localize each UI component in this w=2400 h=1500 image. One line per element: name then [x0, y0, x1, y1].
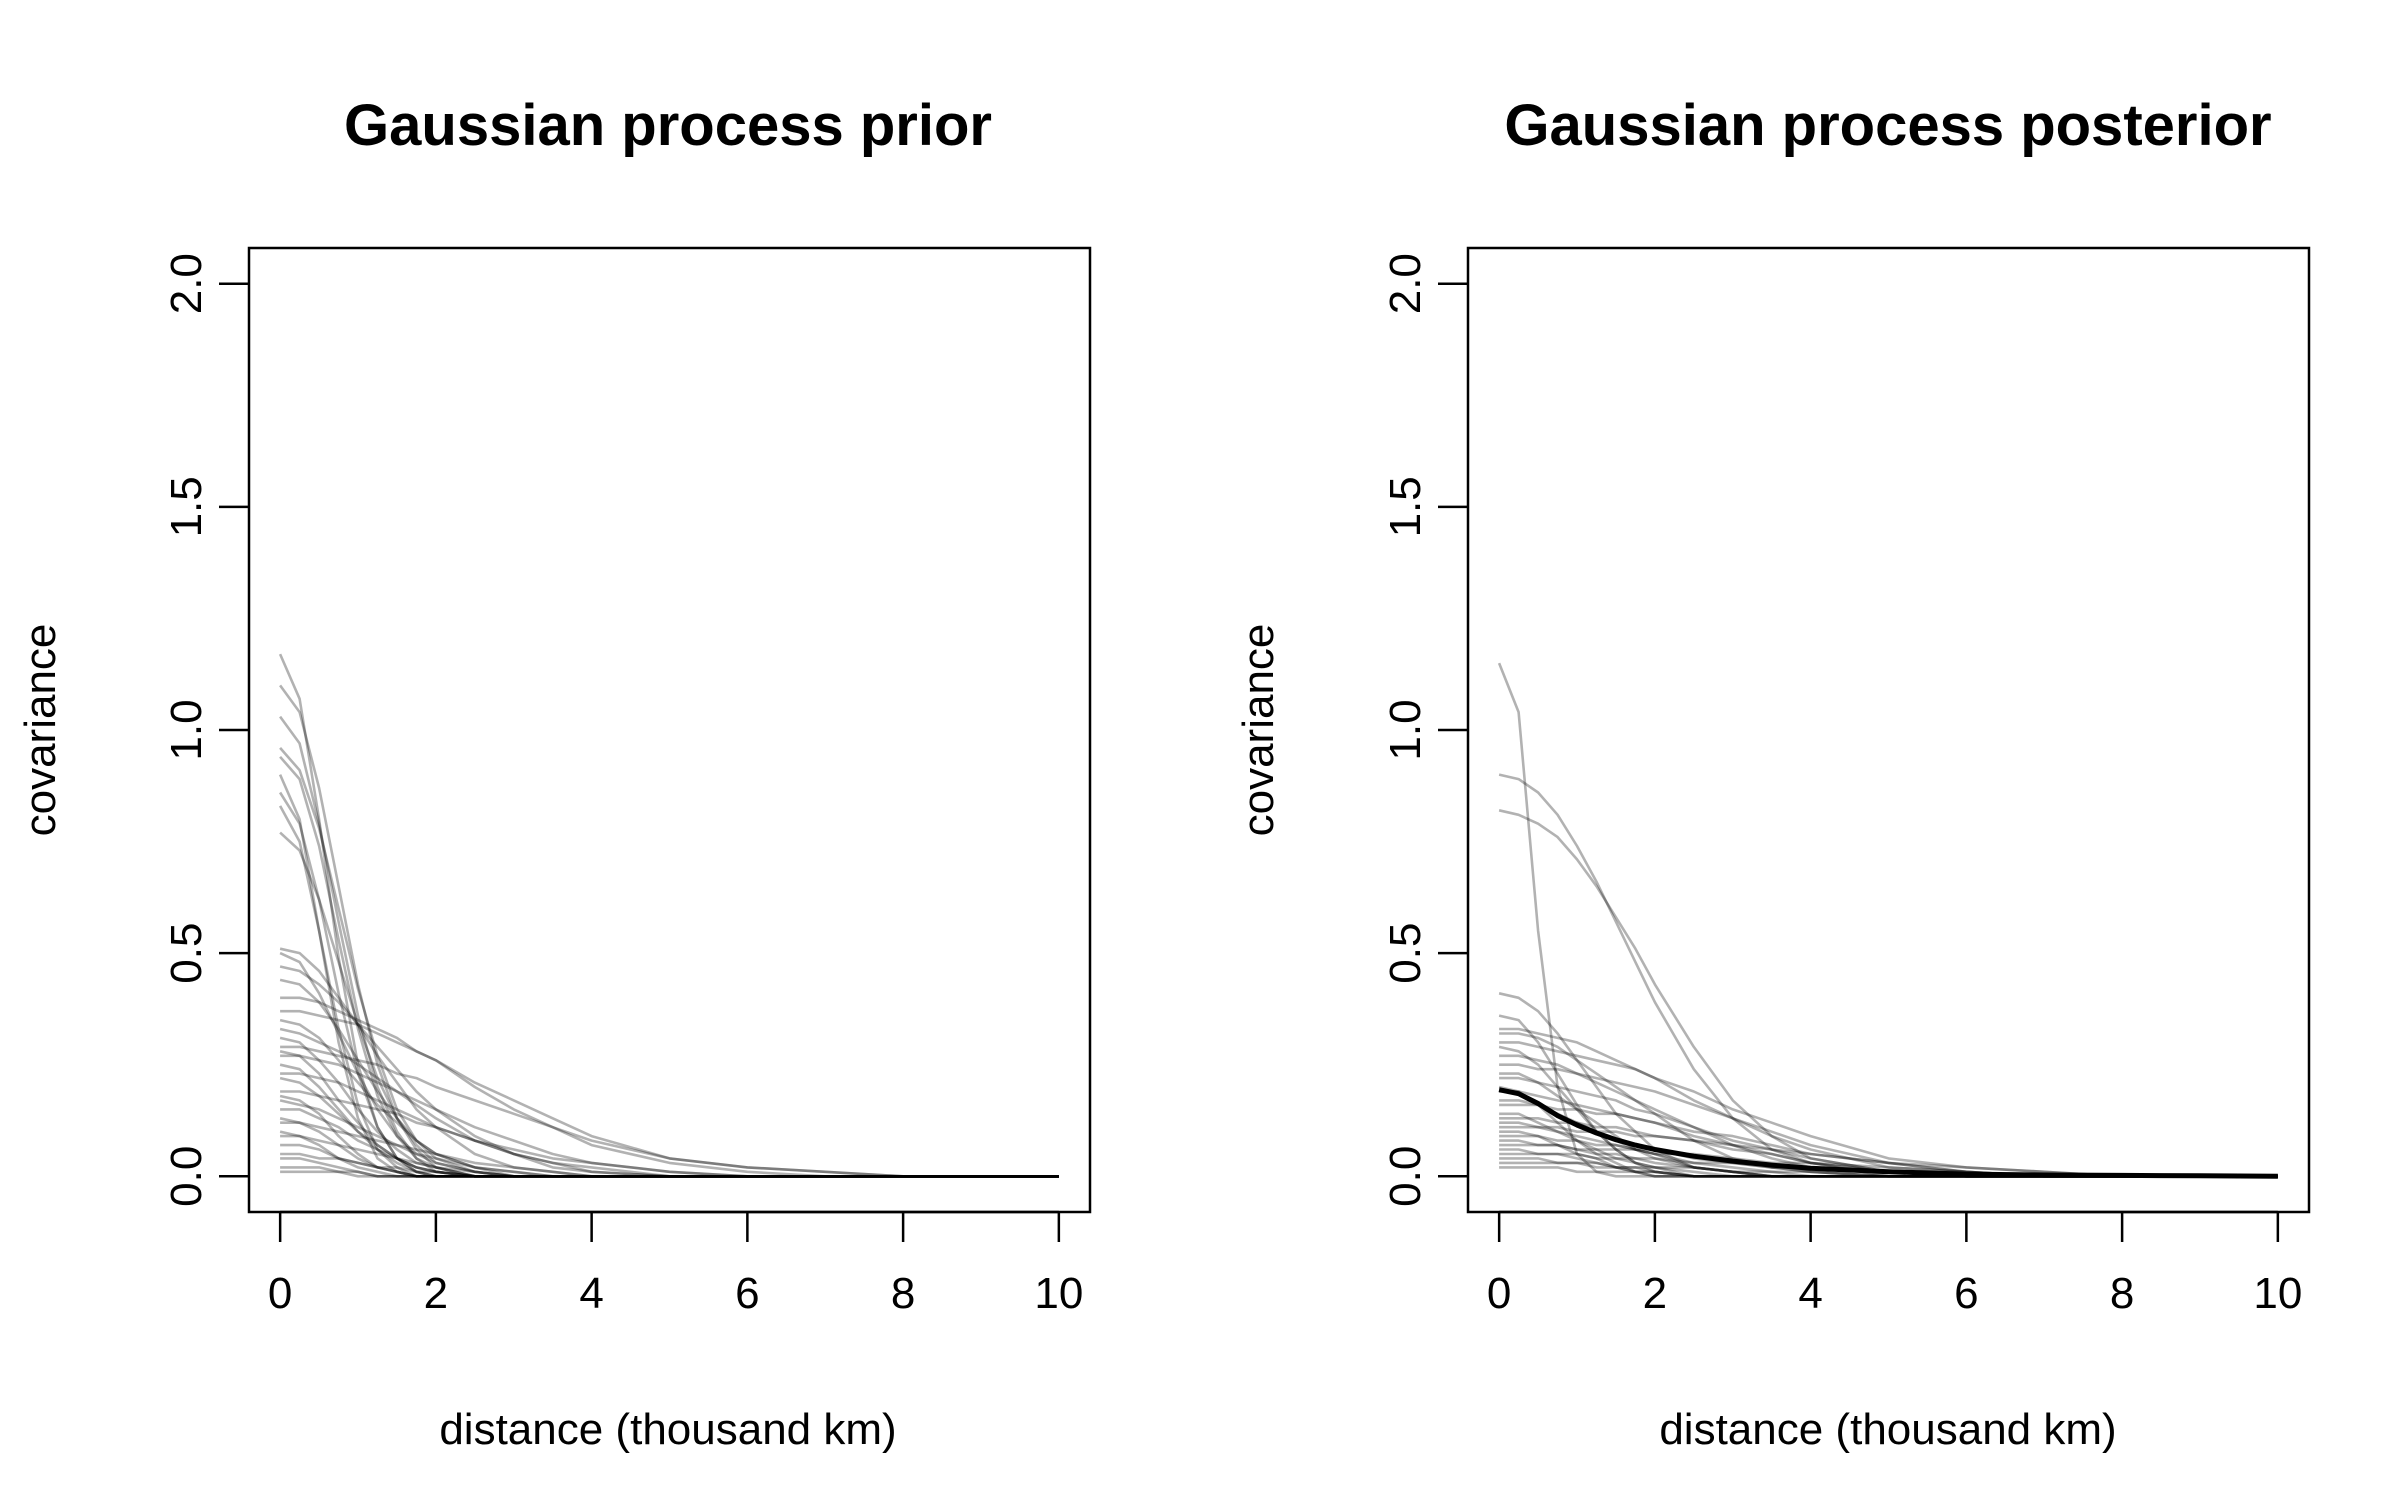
- prior-x-tick-label-8: 8: [891, 1269, 915, 1318]
- prior-x-tick-label-2: 2: [424, 1269, 448, 1318]
- prior-sample-line-7: [278, 791, 1059, 1178]
- prior-sample-line-28: [280, 1108, 1059, 1178]
- prior-sample-line-34: [280, 1152, 1059, 1178]
- prior-sample-line-16: [279, 1018, 1059, 1178]
- prior-sample-line-20: [279, 1050, 1059, 1178]
- prior-sample-line-15: [280, 1009, 1059, 1178]
- posterior-mean-line: [1498, 1087, 2278, 1179]
- posterior-x-axis-label: distance (thousand km): [1659, 1405, 2116, 1454]
- prior-sample-line-29: [279, 1117, 1059, 1178]
- prior-sample-line-31: [279, 1130, 1059, 1178]
- posterior-x-tick-label-4: 4: [1798, 1269, 1822, 1318]
- prior-x-tick-label-0: 0: [268, 1269, 292, 1318]
- posterior-curves: [1497, 662, 2278, 1179]
- prior-sample-line-11: [279, 951, 1059, 1178]
- posterior-x-tick-label-10: 10: [2253, 1269, 2302, 1318]
- posterior-y-axis: 0.0 0.5 1.0 1.5 2.0: [1381, 253, 1468, 1207]
- prior-sample-line-25: [280, 1090, 1059, 1178]
- prior-y-tick-label-2.0: 2.0: [162, 253, 211, 314]
- prior-sample-line-10: [279, 947, 1059, 1178]
- prior-y-tick-label-1.5: 1.5: [162, 476, 211, 537]
- prior-title: Gaussian process prior: [344, 93, 992, 158]
- posterior-sample-line-2: [1498, 773, 2278, 1178]
- prior-x-tick-label-4: 4: [579, 1269, 603, 1318]
- prior-sample-line-12: [279, 965, 1059, 1178]
- posterior-y-tick-label-0.5: 0.5: [1381, 923, 1430, 984]
- posterior-x-tick-label-8: 8: [2110, 1269, 2134, 1318]
- prior-sample-line-30: [280, 1121, 1059, 1178]
- prior-sample-line-2: [279, 684, 1059, 1178]
- prior-sample-line-4: [279, 747, 1059, 1178]
- prior-sample-line-26: [279, 1094, 1059, 1178]
- posterior-sample-line-8: [1499, 1041, 2278, 1178]
- prior-sample-line-5: [279, 755, 1059, 1178]
- prior-sample-line-9: [279, 831, 1059, 1178]
- prior-sample-line-19: [280, 1045, 1059, 1178]
- prior-y-tick-label-1.0: 1.0: [162, 699, 211, 760]
- posterior-sample-line-21: [1499, 1125, 2278, 1178]
- prior-panel: Gaussian process prior 0 2 4 6 8 10 0.0 0.5 1.0…: [16, 93, 1092, 1454]
- prior-sample-line-6: [278, 774, 1059, 1178]
- posterior-sample-line-5: [1498, 1014, 2278, 1178]
- prior-sample-line-3: [279, 715, 1059, 1178]
- prior-sample-line-37: [280, 1170, 1059, 1178]
- posterior-sample-line-3: [1498, 809, 2278, 1178]
- prior-plot-frame: [247, 246, 1092, 1214]
- prior-sample-line-35: [280, 1157, 1059, 1178]
- prior-y-axis: 0.0 0.5 1.0 1.5 2.0: [162, 253, 249, 1207]
- prior-x-tick-label-10: 10: [1034, 1269, 1083, 1318]
- posterior-x-axis: 0 2 4 6 8 10: [1487, 1210, 2302, 1318]
- prior-sample-line-36: [280, 1166, 1059, 1178]
- prior-sample-line-23: [280, 1072, 1059, 1178]
- prior-sample-line-14: [280, 996, 1059, 1178]
- prior-x-tick-label-6: 6: [735, 1269, 759, 1318]
- prior-x-axis: 0 2 4 6 8 10: [268, 1210, 1083, 1318]
- prior-sample-line-1: [278, 653, 1059, 1178]
- prior-sample-line-32: [280, 1134, 1059, 1178]
- posterior-panel: Gaussian process posterior 0 2 4 6 8 10 0.00.…: [1234, 93, 2311, 1454]
- posterior-y-tick-label-0.0: 0.0: [1381, 1146, 1430, 1207]
- prior-y-tick-label-0.0: 0.0: [162, 1146, 211, 1207]
- posterior-plot-frame: [1466, 246, 2311, 1214]
- prior-sample-line-21: [280, 1054, 1059, 1178]
- posterior-x-tick-label-0: 0: [1487, 1269, 1511, 1318]
- posterior-sample-line-12: [1499, 1072, 2278, 1178]
- posterior-x-tick-label-2: 2: [1643, 1269, 1667, 1318]
- prior-y-axis-label: covariance: [16, 624, 65, 837]
- prior-sample-line-18: [279, 1036, 1059, 1178]
- prior-curves: [278, 653, 1059, 1178]
- prior-sample-line-17: [279, 1027, 1059, 1178]
- posterior-y-tick-label-1.5: 1.5: [1381, 476, 1430, 537]
- posterior-y-axis-label: covariance: [1234, 624, 1283, 837]
- posterior-x-tick-label-6: 6: [1954, 1269, 1978, 1318]
- prior-sample-line-27: [279, 1099, 1059, 1178]
- posterior-y-tick-label-2.0: 2.0: [1381, 253, 1430, 314]
- prior-sample-line-22: [279, 1063, 1059, 1178]
- prior-sample-line-33: [280, 1143, 1059, 1178]
- prior-sample-line-24: [279, 1076, 1059, 1178]
- posterior-title: Gaussian process posterior: [1504, 93, 2271, 158]
- prior-x-axis-label: distance (thousand km): [439, 1405, 896, 1454]
- posterior-y-tick-label-1.0: 1.0: [1381, 699, 1430, 760]
- prior-y-tick-label-0.5: 0.5: [162, 923, 211, 984]
- prior-sample-line-8: [278, 805, 1059, 1178]
- prior-sample-line-13: [279, 978, 1059, 1178]
